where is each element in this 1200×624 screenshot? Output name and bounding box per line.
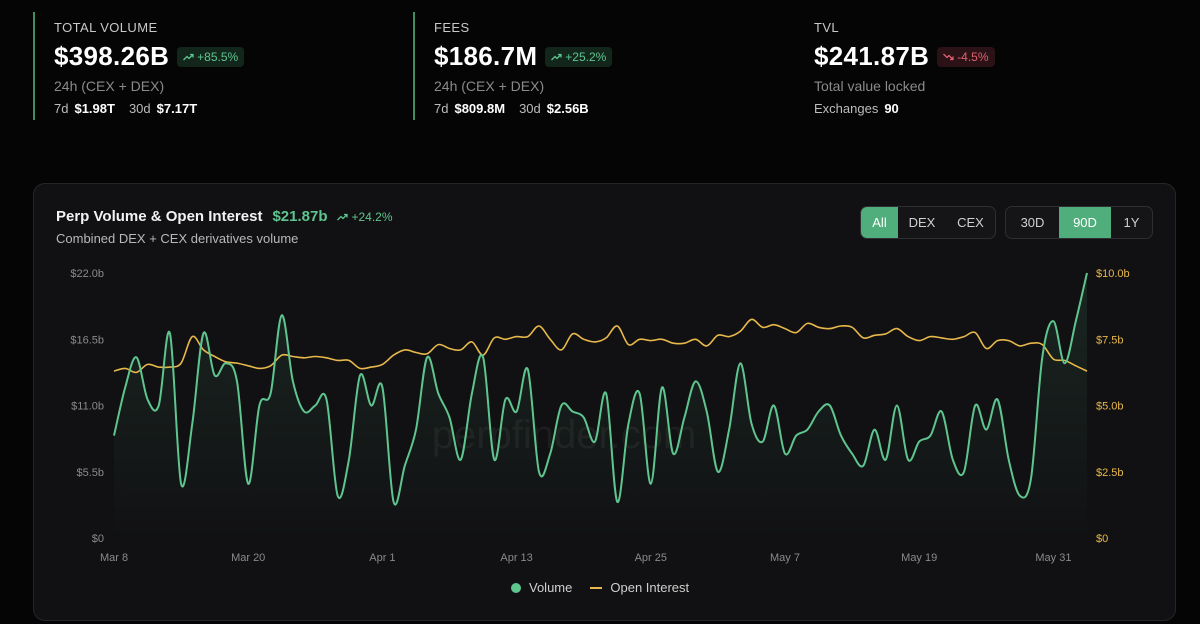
market-filter: All DEX CEX [860, 206, 996, 239]
period-label: 30d [519, 101, 541, 116]
filter-all-button[interactable]: All [861, 207, 898, 238]
legend-oi-swatch [590, 586, 603, 589]
change-value: +85.5% [197, 49, 239, 64]
x-tick-label: Mar 8 [100, 552, 128, 564]
volume-area [114, 273, 1087, 538]
stat-subtitle: Total value locked [814, 78, 926, 94]
volume-line [113, 272, 1088, 506]
stat-subtitle: 24h (CEX + DEX) [54, 78, 165, 94]
exchanges-label: Exchanges [814, 101, 879, 116]
legend-open-interest[interactable]: Open Interest [590, 580, 689, 595]
change-badge: +25.2% [545, 46, 613, 67]
period-value: $2.56B [546, 101, 589, 116]
legend-volume[interactable]: Volume [511, 580, 572, 595]
exchanges-value: 90 [884, 101, 899, 116]
x-tick-label: May 7 [770, 552, 800, 564]
period-label: 7d [434, 101, 449, 116]
legend-volume-swatch [511, 582, 521, 593]
filter-cex-button[interactable]: CEX [957, 215, 984, 230]
chart-title: Perp Volume & Open Interest [56, 208, 263, 225]
stat-label: FEES [434, 20, 470, 35]
x-tick-label: May 31 [1035, 552, 1071, 564]
y-axis-right: $0 $2.5b $5.0b $7.5b $10.0b [1096, 268, 1130, 545]
y-right-tick-label: $0 [1096, 533, 1108, 545]
chart-panel: Perp Volume & Open Interest $21.87b +24.… [33, 183, 1176, 621]
y-left-tick-label: $0 [92, 533, 104, 545]
volume-oi-chart: perpfinder.com $0$5.5b$11.0b$16.5b$22.0b… [70, 268, 1130, 564]
stat-value: $241.87B [814, 41, 930, 71]
y-left-tick-label: $11.0b [71, 401, 104, 413]
y-right-tick-label: $5.0b [1096, 401, 1124, 413]
chart-subtitle: Combined DEX + CEX derivatives volume [56, 231, 299, 246]
y-right-tick-label: $2.5b [1096, 467, 1124, 479]
legend-oi-label: Open Interest [610, 580, 690, 595]
filter-dex-button[interactable]: DEX [908, 215, 936, 230]
period-value: $1.98T [74, 101, 115, 116]
chart-headline-value: $21.87b [272, 208, 328, 225]
x-tick-label: Apr 25 [635, 552, 667, 564]
trend-down-icon [943, 53, 954, 60]
stat-subtitle: 24h (CEX + DEX) [434, 78, 545, 94]
change-badge: -4.5% [937, 46, 995, 67]
stat-label: TVL [814, 20, 840, 35]
stat-value: $398.26B [54, 41, 170, 71]
open-interest-line [113, 318, 1088, 374]
trend-up-icon [551, 53, 562, 60]
trend-up-icon [337, 213, 349, 221]
change-value: -4.5% [957, 49, 989, 64]
y-left-tick-label: $22.0b [70, 268, 104, 280]
x-tick-label: Mar 20 [231, 552, 265, 564]
stat-fees: FEES $186.7M +25.2% 24h (CEX + DEX) 7d $8… [413, 12, 783, 120]
y-right-tick-label: $7.5b [1096, 334, 1124, 346]
y-axis-left: $0 $5.5b $11.0b $16.5b $22.0b [70, 268, 104, 545]
y-right-tick-label: $10.0b [1096, 268, 1130, 280]
range-filter: 30D 90D 1Y [1005, 206, 1153, 239]
stat-tvl: TVL $241.87B -4.5% Total value locked Ex… [795, 12, 1175, 120]
stat-total-volume: TOTAL VOLUME $398.26B +85.5% 24h (CEX + … [33, 12, 393, 120]
period-label: 30d [128, 101, 151, 116]
stat-periods: 7d $1.98T 30d $7.17T [54, 101, 393, 116]
y-left-tick-label: $16.5b [70, 334, 104, 346]
change-badge: +85.5% [177, 46, 245, 67]
y-left-tick-label: $5.5b [76, 467, 104, 479]
range-1y-button[interactable]: 1Y [1123, 215, 1140, 230]
x-tick-label: May 19 [901, 552, 937, 564]
chart-change: +24.2% [337, 210, 393, 224]
period-value: $7.17T [156, 101, 198, 116]
stat-value: $186.7M [434, 41, 538, 71]
chart-header: Perp Volume & Open Interest $21.87b +24.… [56, 208, 393, 225]
chart-legend: Volume Open Interest [511, 580, 689, 595]
x-tick-label: Apr 13 [500, 552, 532, 564]
stat-exchanges: Exchanges 90 [814, 101, 1175, 116]
x-axis: Mar 8 Mar 20 Apr 1 Apr 13 Apr 25 May 7 May 19 M… [100, 552, 1072, 564]
stat-periods: 7d $809.8M 30d $2.56B [434, 101, 783, 116]
chart-change-value: +24.2% [351, 210, 393, 224]
period-value: $809.8M [454, 101, 506, 116]
trend-up-icon [183, 53, 194, 60]
range-90d-button[interactable]: 90D [1059, 207, 1111, 238]
stat-label: TOTAL VOLUME [54, 20, 158, 35]
range-30d-button[interactable]: 30D [1020, 215, 1045, 230]
x-tick-label: Apr 1 [369, 552, 395, 564]
period-label: 7d [54, 101, 69, 116]
change-value: +25.2% [565, 49, 607, 64]
legend-volume-label: Volume [529, 580, 573, 595]
stats-header: TOTAL VOLUME $398.26B +85.5% 24h (CEX + … [33, 12, 1183, 120]
